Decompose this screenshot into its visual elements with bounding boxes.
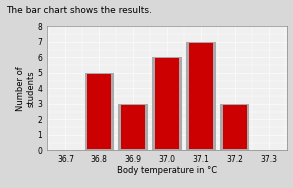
Bar bbox=[85, 73, 114, 150]
X-axis label: Body temperature in °C: Body temperature in °C bbox=[117, 166, 217, 175]
Y-axis label: Number of
students: Number of students bbox=[16, 66, 36, 111]
Bar bbox=[121, 105, 145, 149]
Bar bbox=[118, 104, 148, 150]
Bar bbox=[189, 43, 213, 149]
Bar bbox=[223, 105, 246, 149]
Bar bbox=[155, 58, 179, 149]
Bar bbox=[88, 74, 111, 149]
Bar bbox=[220, 104, 249, 150]
Bar bbox=[186, 42, 216, 150]
Bar bbox=[152, 57, 182, 150]
Text: The bar chart shows the results.: The bar chart shows the results. bbox=[6, 6, 152, 15]
